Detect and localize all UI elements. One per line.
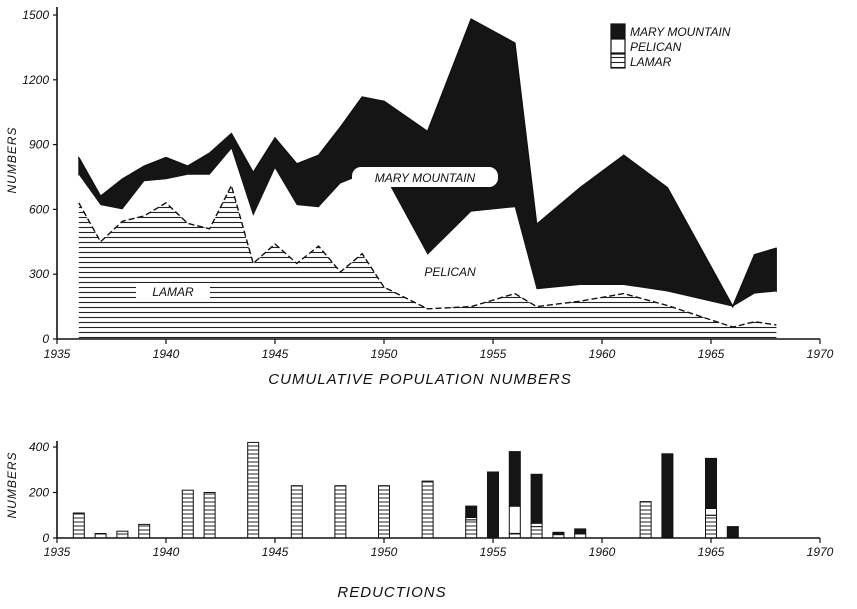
annotation-lamar-bg	[136, 283, 210, 299]
bar-mary-mountain	[726, 526, 739, 539]
y-tick-label: 600	[29, 202, 49, 216]
bar-pelican	[508, 505, 521, 534]
x-tick-label: 1965	[698, 347, 725, 361]
bar-lamar	[421, 480, 434, 539]
area-lamar	[78, 185, 777, 339]
line-mary-mountain	[78, 18, 777, 309]
x-tick-label: 1955	[480, 545, 507, 559]
x-tick-label: 1955	[480, 347, 507, 361]
bar-pelican	[530, 522, 543, 528]
legend-label: PELICAN	[630, 40, 682, 54]
x-tick-label: 1940	[153, 545, 180, 559]
bar-lamar	[181, 489, 194, 539]
y-tick-label: 300	[29, 267, 49, 281]
chart-title-reductions: REDUCTIONS	[337, 584, 446, 601]
x-tick-label: 1950	[371, 545, 398, 559]
chart-title-population: CUMULATIVE POPULATION NUMBERS	[268, 371, 571, 388]
x-tick-label: 1960	[589, 347, 616, 361]
population-chart: 0 300 600 900 1200 1500 1935 1940 1945 1950 1955 19…	[5, 7, 834, 388]
annotation-lamar: LAMAR	[152, 285, 194, 299]
bar-lamar	[530, 526, 543, 539]
bar-mary-mountain	[574, 528, 587, 535]
bar-mary-mountain	[552, 531, 565, 536]
bar-lamar	[203, 492, 216, 539]
bar-lamar	[639, 501, 652, 539]
bar-lamar	[378, 485, 390, 539]
bar-mary-mountain	[530, 473, 543, 524]
y-tick-label: 900	[29, 138, 49, 152]
bar-mary-mountain	[487, 471, 499, 539]
bar-lamar	[72, 512, 85, 539]
reductions-chart: 0 200 400 1935 1940 1945 1950 1955 1960 1965 1970 N…	[5, 440, 834, 601]
bar-lamar	[247, 441, 260, 539]
y-tick-label: 1200	[22, 73, 49, 87]
bar-lamar	[290, 485, 303, 539]
x-tick-label: 1970	[807, 545, 834, 559]
area-pelican	[78, 148, 777, 328]
x-tick-label: 1970	[807, 347, 834, 361]
x-tick-label: 1950	[371, 347, 398, 361]
y-tick-label: 0	[42, 332, 49, 346]
bar-mary-mountain	[705, 457, 717, 509]
x-tick-label: 1935	[44, 347, 71, 361]
bar-lamar	[116, 530, 129, 539]
bar-mary-mountain	[661, 453, 674, 539]
x-tick-label: 1940	[153, 347, 180, 361]
x-tick-label: 1945	[262, 347, 289, 361]
y-axis-label: NUMBERS	[5, 126, 19, 193]
x-tick-label: 1945	[262, 545, 289, 559]
legend-label: LAMAR	[630, 55, 672, 69]
legend-label: MARY MOUNTAIN	[630, 25, 731, 39]
bar-lamar	[138, 523, 151, 539]
legend-swatch-mary-mountain	[610, 23, 626, 39]
bar-pelican	[705, 507, 717, 516]
bar-lamar	[334, 485, 347, 539]
y-axis-label: NUMBERS	[5, 451, 19, 518]
y-tick-label: 1500	[22, 8, 49, 22]
bar-lamar	[705, 514, 717, 539]
bar-lamar	[465, 519, 478, 539]
line-lamar	[78, 183, 777, 328]
x-tick-label: 1965	[698, 545, 725, 559]
legend-swatch-pelican	[610, 38, 626, 54]
bar-mary-mountain	[465, 505, 478, 519]
annotation-mary-mountain: MARY MOUNTAIN	[375, 171, 476, 185]
annotation-pelican: PELICAN	[424, 265, 476, 279]
annotation-mary-mountain-bg	[352, 167, 498, 187]
bar-mary-mountain	[508, 451, 521, 507]
legend-swatch-lamar	[610, 53, 626, 69]
x-tick-label: 1960	[589, 545, 616, 559]
y-tick-label: 200	[28, 486, 49, 500]
y-tick-label: 400	[29, 440, 49, 454]
x-tick-label: 1935	[44, 545, 71, 559]
y-tick-label: 0	[42, 531, 49, 545]
